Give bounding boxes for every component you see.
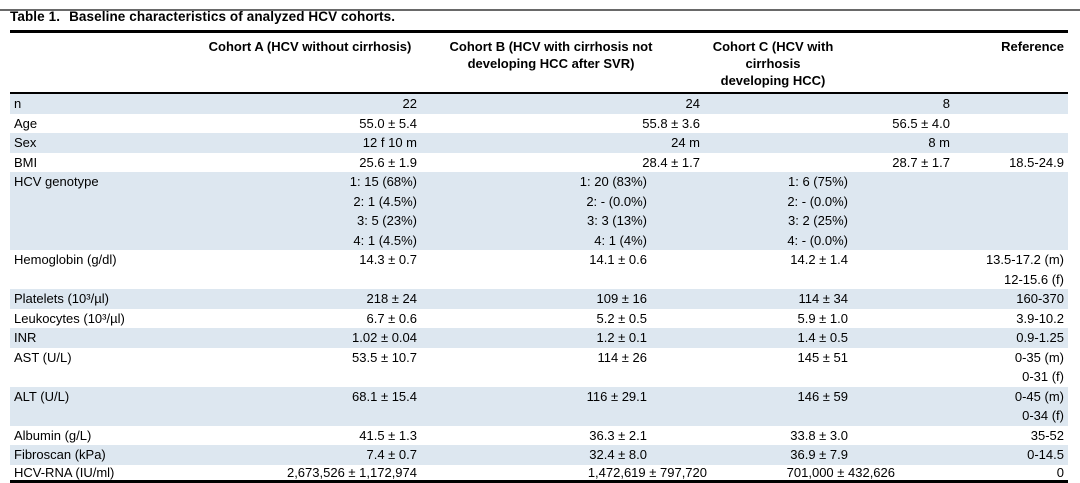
cell-cohort-a: 14.3 ± 0.7 bbox=[359, 252, 417, 267]
row-label: Age bbox=[14, 115, 38, 131]
row-label: ALT (U/L) bbox=[14, 388, 70, 404]
row-label: INR bbox=[14, 330, 37, 345]
cell-cohort-c: 56.5 ± 4.0 bbox=[892, 115, 950, 131]
cell-reference: 35-52 bbox=[1030, 427, 1064, 443]
table-row: n 22 24 8 bbox=[10, 93, 1068, 114]
cell-cohort-c: 146 ± 59 bbox=[797, 388, 848, 404]
cell-cohort-c: 28.7 ± 1.7 bbox=[892, 154, 950, 170]
cell-reference: 0-45 (m) 0-34 (f) bbox=[1014, 388, 1064, 424]
table-header: Cohort A (HCV without cirrhosis) Cohort … bbox=[10, 33, 1068, 94]
cell-cohort-a: 41.5 ± 1.3 bbox=[359, 427, 417, 443]
table-row: BMI 25.6 ± 1.9 28.4 ± 1.7 28.7 ± 1.7 18.5-24… bbox=[10, 153, 1068, 173]
row-label: Leukocytes (10³/µl) bbox=[14, 310, 125, 326]
row-label: AST (U/L) bbox=[14, 349, 72, 365]
row-label: Hemoglobin (g/dl) bbox=[14, 252, 117, 267]
cell-cohort-a: 12 f 10 m bbox=[362, 135, 417, 150]
header-cohort-c: Cohort C (HCV with cirrhosis developing … bbox=[710, 33, 958, 94]
table-row: HCV-RNA (IU/ml) 2,673,526 ± 1,172,974 1,47… bbox=[10, 464, 1068, 483]
cell-cohort-b: 1.2 ± 0.1 bbox=[596, 330, 647, 345]
cell-reference bbox=[958, 172, 1068, 250]
cell-reference: 0.9-1.25 bbox=[1016, 330, 1064, 345]
table-title-text: Baseline characteristics of analyzed HCV… bbox=[69, 9, 396, 24]
cell-reference: 13.5-17.2 (m) 12-15.6 (f) bbox=[985, 252, 1064, 287]
cell-reference: 0-14.5 bbox=[1027, 447, 1064, 462]
cell-cohort-a: 6.7 ± 0.6 bbox=[366, 310, 417, 326]
row-label: HCV-RNA (IU/ml) bbox=[10, 464, 190, 483]
cell-cohort-a: 1.02 ± 0.04 bbox=[352, 330, 417, 345]
cell-reference bbox=[958, 93, 1068, 114]
cell-cohort-b: 1,472,619 ± 797,720 bbox=[430, 464, 710, 483]
cell-cohort-a: 53.5 ± 10.7 bbox=[352, 349, 417, 365]
table-row: Sex 12 f 10 m 24 m 8 m bbox=[10, 133, 1068, 153]
cell-reference: 0 bbox=[958, 464, 1068, 483]
cell-cohort-a: 7.4 ± 0.7 bbox=[366, 447, 417, 462]
cell-cohort-a: 2,673,526 ± 1,172,974 bbox=[190, 464, 430, 483]
header-row: Cohort A (HCV without cirrhosis) Cohort … bbox=[10, 33, 1068, 94]
cell-reference: 0-35 (m) 0-31 (f) bbox=[1014, 349, 1064, 385]
cell-cohort-a: 1: 15 (68%) 2: 1 (4.5%) 3: 5 (23%) 4: 1 … bbox=[349, 174, 417, 248]
header-cohort-b: Cohort B (HCV with cirrhosis not develop… bbox=[430, 33, 710, 94]
row-label: Albumin (g/L) bbox=[14, 427, 92, 443]
table-row: ALT (U/L) 68.1 ± 15.4 116 ± 29.1 146 ± 59 0-… bbox=[10, 386, 1068, 426]
cell-cohort-c: 1.4 ± 0.5 bbox=[797, 330, 848, 345]
baseline-characteristics-table: Cohort A (HCV without cirrhosis) Cohort … bbox=[10, 33, 1068, 483]
rule-under-title bbox=[10, 30, 1068, 33]
cell-cohort-a: 55.0 ± 5.4 bbox=[359, 115, 417, 131]
cell-cohort-b: 28.4 ± 1.7 bbox=[642, 154, 700, 170]
row-label: BMI bbox=[14, 154, 38, 170]
cell-cohort-c: 8 bbox=[942, 96, 950, 111]
cell-reference: 3.9-10.2 bbox=[1016, 310, 1064, 326]
cell-cohort-c: 701,000 ± 432,626 bbox=[710, 464, 958, 483]
cell-reference: 18.5-24.9 bbox=[1009, 154, 1064, 170]
cell-cohort-a: 22 bbox=[402, 96, 417, 111]
cell-reference bbox=[958, 133, 1068, 153]
row-label: Fibroscan (kPa) bbox=[14, 447, 106, 462]
cell-cohort-b: 32.4 ± 8.0 bbox=[589, 447, 647, 462]
cell-cohort-b: 116 ± 29.1 bbox=[586, 388, 647, 404]
cell-cohort-b: 24 bbox=[685, 96, 700, 111]
row-label: Sex bbox=[14, 135, 37, 150]
cell-cohort-a: 25.6 ± 1.9 bbox=[359, 154, 417, 170]
row-label: HCV genotype bbox=[14, 174, 99, 189]
cell-reference bbox=[958, 114, 1068, 134]
header-reference: Reference bbox=[958, 33, 1068, 94]
cell-cohort-c: 8 m bbox=[928, 135, 950, 150]
table-row: Hemoglobin (g/dl) 14.3 ± 0.7 14.1 ± 0.6 14.… bbox=[10, 250, 1068, 289]
cell-cohort-b: 1: 20 (83%) 2: - (0.0%) 3: 3 (13%) 4: 1 … bbox=[579, 174, 647, 248]
cell-cohort-c: 145 ± 51 bbox=[797, 349, 848, 365]
cell-cohort-c: 5.9 ± 1.0 bbox=[797, 310, 848, 326]
header-cohort-a: Cohort A (HCV without cirrhosis) bbox=[190, 33, 430, 94]
table-row: Fibroscan (kPa) 7.4 ± 0.7 32.4 ± 8.0 36.9 ±… bbox=[10, 445, 1068, 465]
table-body: n 22 24 8 Age 55.0 ± 5.4 55.8 ± 3.6 56.5 ± 4.0 S… bbox=[10, 93, 1068, 483]
table-row: Leukocytes (10³/µl) 6.7 ± 0.6 5.2 ± 0.5 5.9… bbox=[10, 309, 1068, 329]
table-row: INR 1.02 ± 0.04 1.2 ± 0.1 1.4 ± 0.5 0.9-1.25 bbox=[10, 328, 1068, 348]
table-title: Table 1. Baseline characteristics of anal… bbox=[10, 9, 1068, 24]
cell-cohort-c: 33.8 ± 3.0 bbox=[790, 427, 848, 443]
table-row: AST (U/L) 53.5 ± 10.7 114 ± 26 145 ± 51 0-35… bbox=[10, 348, 1068, 387]
table-row: HCV genotype 1: 15 (68%) 2: 1 (4.5%) 3: 5… bbox=[10, 172, 1068, 250]
cell-cohort-b: 55.8 ± 3.6 bbox=[642, 115, 700, 131]
header-row-label bbox=[10, 33, 190, 94]
table-row: Platelets (10³/µl) 218 ± 24 109 ± 16 114 ± … bbox=[10, 289, 1068, 309]
table-row: Albumin (g/L) 41.5 ± 1.3 36.3 ± 2.1 33.8 ± … bbox=[10, 426, 1068, 446]
cell-cohort-b: 36.3 ± 2.1 bbox=[589, 427, 647, 443]
table-row: Age 55.0 ± 5.4 55.8 ± 3.6 56.5 ± 4.0 bbox=[10, 114, 1068, 134]
row-label: n bbox=[14, 96, 22, 111]
cell-cohort-c: 114 ± 34 bbox=[798, 291, 848, 306]
page-crop-artifact-line bbox=[0, 9, 1080, 11]
cell-cohort-c: 14.2 ± 1.4 bbox=[790, 252, 848, 267]
cell-reference: 160-370 bbox=[1016, 291, 1064, 306]
table-number-label: Table 1. bbox=[10, 9, 61, 24]
cell-cohort-a: 68.1 ± 15.4 bbox=[352, 388, 417, 404]
cell-cohort-c: 36.9 ± 7.9 bbox=[790, 447, 848, 462]
cell-cohort-b: 14.1 ± 0.6 bbox=[589, 252, 647, 267]
cell-cohort-a: 218 ± 24 bbox=[366, 291, 417, 306]
cell-cohort-c: 1: 6 (75%) 2: - (0.0%) 3: 2 (25%) 4: - (… bbox=[787, 174, 848, 248]
cell-cohort-b: 109 ± 16 bbox=[596, 291, 647, 306]
cell-cohort-b: 24 m bbox=[671, 135, 700, 150]
cell-cohort-b: 5.2 ± 0.5 bbox=[596, 310, 647, 326]
cell-cohort-b: 114 ± 26 bbox=[597, 349, 647, 365]
row-label: Platelets (10³/µl) bbox=[14, 291, 109, 306]
